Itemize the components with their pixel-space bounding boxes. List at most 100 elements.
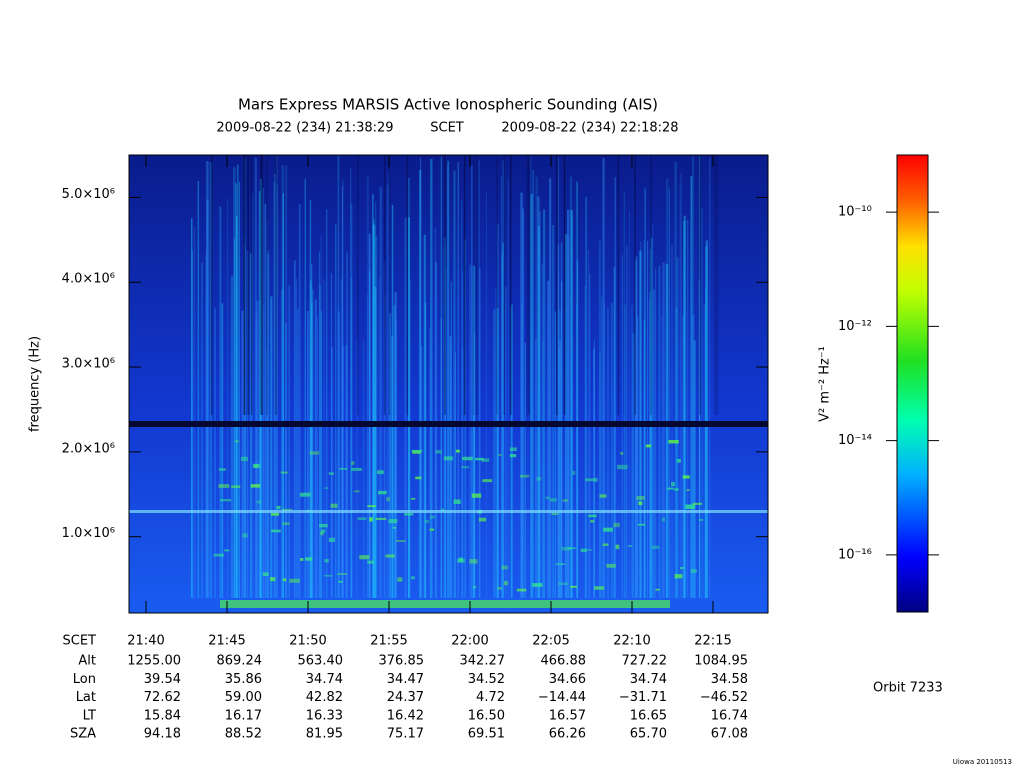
ephemeris-label: LT (83, 708, 96, 723)
spectrogram-dark-stripe (699, 155, 701, 415)
y-tick-label: 5.0×10⁶ (62, 187, 115, 202)
spectrogram-echo (309, 451, 320, 455)
spectrogram-stripe (554, 311, 557, 598)
ephemeris-value: 35.86 (225, 672, 262, 687)
spectrogram-stripe (479, 268, 481, 598)
spectrogram-dark-stripe (503, 155, 506, 415)
spectrogram-echo (613, 522, 620, 528)
spectrogram-stripe (510, 304, 513, 598)
spectrogram-stripe (576, 260, 579, 598)
x-tick-label: 22:05 (532, 634, 569, 649)
spectrogram-stripe (560, 242, 563, 599)
spectrogram-stripe (537, 196, 540, 598)
spectrogram-stripe (337, 155, 340, 598)
spectrogram-stripe (440, 156, 442, 598)
x-tick-label: 22:10 (613, 634, 650, 649)
spectrogram-stripe (241, 310, 244, 598)
spectrogram-echo (396, 540, 406, 542)
spectrogram-echo (320, 531, 324, 536)
spectrogram-stripe (676, 257, 679, 598)
spectrogram-stripe (418, 170, 422, 598)
spectrogram-stripe (593, 348, 595, 598)
spectrogram-echo (481, 458, 490, 462)
spectrogram-stripe (570, 210, 573, 598)
spectrogram-stripe (424, 302, 427, 598)
spectrogram-stripe (258, 191, 261, 598)
ephemeris-value: 88.52 (225, 727, 262, 742)
spectrogram-stripe (281, 165, 285, 598)
spectrogram-stripe (539, 211, 541, 598)
spectrogram-echo (367, 505, 376, 508)
spectrogram-stripe (520, 192, 523, 598)
spectrogram-echo (281, 508, 293, 511)
ephemeris-value: −14.44 (538, 690, 586, 705)
spectrogram-echo (397, 577, 403, 582)
ephemeris-value: 15.84 (144, 708, 181, 723)
spectrogram-echo (256, 500, 262, 504)
spectrogram-echo (378, 490, 387, 495)
ephemeris-value: 16.65 (630, 708, 667, 723)
spectrogram-echo (404, 513, 414, 516)
spectrogram-echo (602, 543, 609, 546)
spectrogram-stripe (698, 279, 701, 598)
spectrogram-echo (234, 440, 239, 443)
ephemeris-value: 34.58 (711, 672, 748, 687)
y-tick-label: 2.0×10⁶ (62, 441, 115, 456)
spectrogram-stripe (378, 278, 380, 598)
spectrogram-dark-stripe (383, 155, 386, 415)
spectrogram-stripe (230, 275, 234, 598)
spectrogram-echo (324, 559, 329, 563)
ephemeris-value: 65.70 (630, 727, 667, 742)
spectrogram-echo (242, 533, 248, 538)
spectrogram-dark-stripe (496, 155, 498, 415)
spectrogram-dark-stripe (210, 155, 213, 415)
spectrogram-echo (262, 572, 269, 576)
spectrogram-stripe (662, 262, 665, 598)
spectrogram-stripe (541, 263, 544, 598)
ephemeris-value: 59.00 (225, 690, 262, 705)
ephemeris-value: 16.50 (468, 708, 505, 723)
spectrogram-dark-stripe (556, 155, 558, 415)
spectrogram-echo (551, 513, 559, 515)
spectrogram-stripe (384, 294, 386, 598)
spectrogram-stripe (340, 278, 343, 598)
spectrogram-stripe (430, 158, 433, 598)
spectrogram-dark-stripe (634, 155, 636, 415)
spectrogram-dark-stripe (247, 155, 249, 415)
spectrogram-stripe (603, 302, 605, 598)
spectrogram-echo (471, 493, 482, 498)
spectrogram-stripe (522, 208, 524, 598)
spectrogram-stripe (549, 178, 552, 599)
spectrogram-echo (516, 588, 527, 592)
spectrogram-dark-stripe (250, 155, 253, 415)
spectrogram-stripe (368, 271, 371, 598)
spectrogram-stripe (309, 321, 311, 598)
spectrogram-stripe (374, 201, 377, 598)
spectrogram-stripe (505, 287, 507, 598)
spectrogram-echo (536, 477, 542, 481)
spectrogram-echo (328, 472, 335, 475)
spectrogram-echo (692, 502, 703, 505)
spectrogram-echo (441, 508, 445, 512)
spectrogram-echo (415, 476, 422, 480)
spectrogram-echo (668, 440, 679, 444)
spectrogram-stripe (374, 286, 377, 598)
spectrogram-echo (321, 529, 326, 533)
spectrogram-stripe (386, 184, 389, 598)
spectrogram-stripe (464, 239, 466, 599)
spectrogram-echo (587, 549, 593, 551)
spectrogram-stripe (560, 280, 563, 598)
spectrogram-echo (218, 484, 230, 488)
spectrogram-stripe (658, 265, 661, 598)
y-tick-label: 1.0×10⁶ (62, 526, 115, 541)
spectrogram-echo (673, 488, 679, 491)
spectrogram-stripe (200, 262, 204, 598)
spectrogram-stripe (631, 305, 633, 598)
spectrogram-stripe (610, 302, 614, 598)
spectrogram-echo (674, 574, 683, 579)
x-tick-label: 21:55 (370, 634, 407, 649)
spectrogram-stripe (379, 187, 383, 598)
spectrogram-stripe (342, 179, 344, 598)
spectrogram-stripe (653, 289, 655, 598)
ephemeris-value: 34.47 (387, 672, 424, 687)
